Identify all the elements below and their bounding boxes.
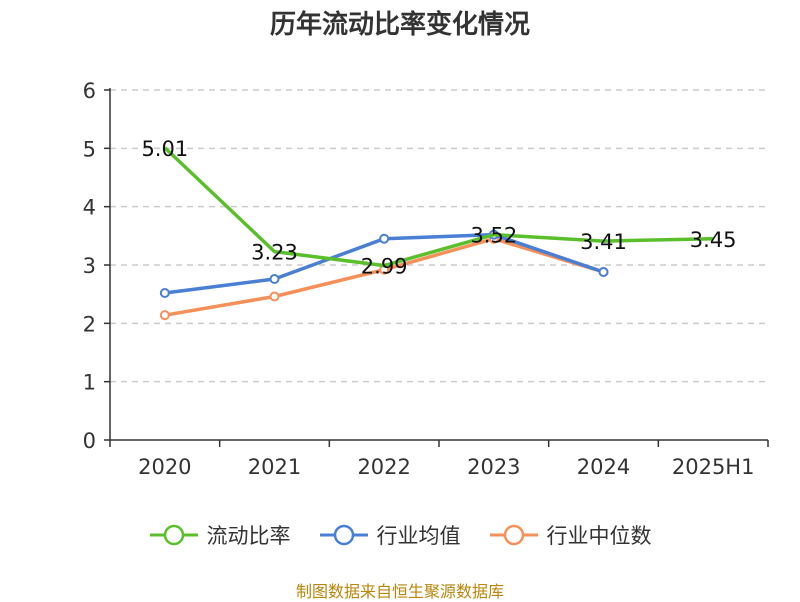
- data-label: 5.01: [141, 137, 188, 161]
- chart-title: 历年流动比率变化情况: [269, 10, 530, 40]
- source-note: 制图数据来自恒生聚源数据库: [295, 582, 504, 601]
- x-tick-label: 2025H1: [672, 455, 755, 479]
- series-line-0: [163, 146, 714, 268]
- x-tick-label: 2020: [138, 455, 191, 479]
- x-tick-label: 2024: [577, 455, 630, 479]
- data-point: [159, 288, 170, 298]
- data-label: 3.23: [251, 241, 298, 265]
- legend-marker: [319, 524, 368, 546]
- y-tick-label: 2: [83, 312, 96, 336]
- y-tick-label: 5: [83, 137, 96, 161]
- x-tick-label: 2022: [357, 455, 410, 479]
- legend-label: 流动比率: [206, 524, 291, 548]
- data-label: 3.41: [580, 230, 627, 254]
- legend-marker: [149, 524, 198, 546]
- y-tick-label: 3: [83, 254, 96, 278]
- legend-label: 行业中位数: [546, 524, 652, 548]
- legend-marker: [489, 524, 538, 546]
- x-tick-label: 2021: [248, 455, 301, 479]
- data-label: 3.52: [470, 224, 517, 248]
- y-tick-label: 6: [83, 79, 96, 103]
- data-label: 3.45: [690, 228, 737, 252]
- data-point: [379, 233, 390, 244]
- data-point: [159, 310, 170, 321]
- data-point: [269, 274, 280, 284]
- legend-item[interactable]: 流动比率: [149, 520, 291, 550]
- y-tick-label: 1: [83, 371, 96, 395]
- y-tick-label: 0: [83, 429, 96, 453]
- data-point: [269, 291, 280, 302]
- legend-item[interactable]: 行业均值: [319, 520, 461, 550]
- data-point: [598, 267, 609, 277]
- legend-label: 行业均值: [376, 524, 461, 548]
- y-tick-label: 4: [83, 196, 96, 220]
- x-tick-label: 2023: [467, 455, 520, 479]
- legend-item[interactable]: 行业中位数: [489, 520, 652, 550]
- legend: 流动比率 行业均值 行业中位数: [0, 520, 800, 550]
- data-label: 2.99: [361, 255, 408, 279]
